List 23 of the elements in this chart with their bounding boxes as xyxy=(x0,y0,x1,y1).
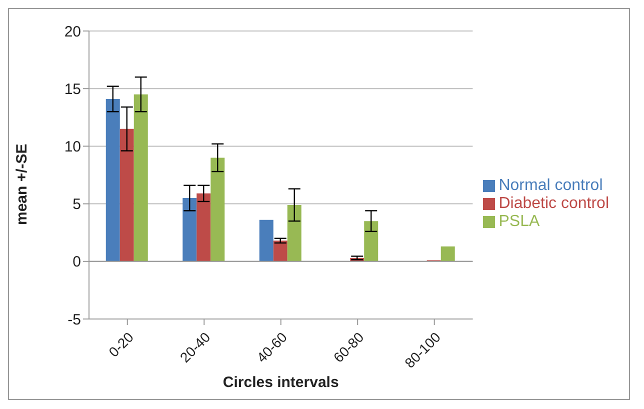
bar xyxy=(364,221,378,262)
legend-label: Diabetic control xyxy=(498,195,609,212)
y-tick-label: 10 xyxy=(64,138,81,156)
bar xyxy=(106,98,120,262)
x-axis-title: Circles intervals xyxy=(222,374,339,391)
y-tick-label: 5 xyxy=(72,196,81,214)
bar xyxy=(287,204,302,262)
legend-label: PSLA xyxy=(498,213,540,230)
bar xyxy=(273,240,288,262)
bar xyxy=(196,193,211,262)
bar xyxy=(440,246,455,262)
bar xyxy=(134,94,148,262)
bar xyxy=(120,128,134,262)
bar xyxy=(182,198,197,262)
y-axis-title: mean +/-SE xyxy=(13,144,30,225)
y-tick-label: -5 xyxy=(68,311,81,328)
x-tick-label: 0-20 xyxy=(105,328,137,360)
y-tick-label: 20 xyxy=(64,23,81,40)
y-tick-label: 0 xyxy=(72,254,81,271)
bar xyxy=(259,220,274,262)
legend-label: Normal control xyxy=(498,177,603,194)
y-tick-label: 15 xyxy=(64,80,81,98)
bar xyxy=(210,158,225,262)
